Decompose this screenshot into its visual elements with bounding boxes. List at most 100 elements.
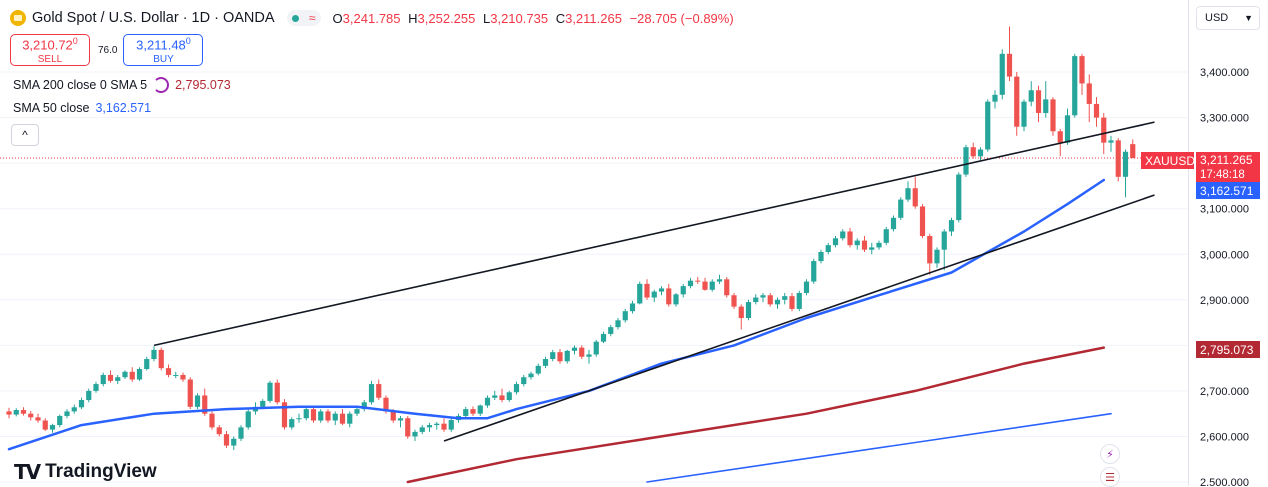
candle[interactable] <box>361 402 367 410</box>
symbol-title[interactable]: Gold Spot / U.S. Dollar · 1D · OANDA <box>32 10 275 26</box>
candle[interactable] <box>564 350 570 362</box>
candle[interactable] <box>767 295 773 305</box>
candle[interactable] <box>753 297 759 303</box>
candle[interactable] <box>100 374 106 385</box>
candle[interactable] <box>1057 131 1063 143</box>
upper-trendline[interactable] <box>153 121 1155 347</box>
candle[interactable] <box>651 291 657 298</box>
candle[interactable] <box>448 420 454 430</box>
candle[interactable] <box>615 320 621 328</box>
candle[interactable] <box>658 288 665 292</box>
candle[interactable] <box>731 295 737 307</box>
candle[interactable] <box>890 217 897 230</box>
candle[interactable] <box>724 279 730 296</box>
collapse-legend-button[interactable]: ^ <box>11 124 39 146</box>
candle[interactable] <box>861 240 868 250</box>
candle[interactable] <box>165 368 172 375</box>
sma50-line[interactable] <box>7 178 1106 451</box>
candle[interactable] <box>390 411 396 421</box>
candle[interactable] <box>434 423 440 426</box>
candle[interactable] <box>347 413 353 424</box>
candle[interactable] <box>173 374 179 376</box>
lower-trendline[interactable] <box>443 194 1155 442</box>
candle[interactable] <box>977 149 984 157</box>
candle[interactable] <box>1108 140 1114 143</box>
candle[interactable] <box>325 411 331 421</box>
candle[interactable] <box>869 247 875 250</box>
candle[interactable] <box>20 410 27 414</box>
candle[interactable] <box>202 395 208 414</box>
candle[interactable] <box>673 294 679 305</box>
candle[interactable] <box>956 174 962 221</box>
candle[interactable] <box>513 384 520 393</box>
candle[interactable] <box>426 425 433 428</box>
candle[interactable] <box>13 410 19 415</box>
candle[interactable] <box>281 402 288 428</box>
candle[interactable] <box>1006 53 1013 77</box>
candle[interactable] <box>760 295 766 298</box>
candle[interactable] <box>528 373 534 378</box>
candle[interactable] <box>129 371 135 380</box>
sma5-line[interactable] <box>646 412 1112 483</box>
candle[interactable] <box>260 400 266 407</box>
candle[interactable] <box>1072 56 1078 116</box>
candle[interactable] <box>296 418 302 420</box>
candle[interactable] <box>622 311 628 321</box>
candle[interactable] <box>122 371 128 378</box>
candle[interactable] <box>912 188 918 207</box>
market-status-badge[interactable]: ≈ <box>286 10 321 26</box>
candle[interactable] <box>782 296 788 300</box>
candle[interactable] <box>854 240 860 246</box>
indicator-sma200[interactable]: SMA 200 close 0 SMA 5 2,795.073 <box>13 77 231 93</box>
candle[interactable] <box>1064 115 1071 143</box>
candle[interactable] <box>774 299 781 305</box>
candle[interactable] <box>1021 101 1027 127</box>
candle[interactable] <box>49 425 56 430</box>
candle[interactable] <box>593 341 599 355</box>
candle[interactable] <box>1086 83 1092 104</box>
candle[interactable] <box>332 413 338 421</box>
candle[interactable] <box>151 349 157 360</box>
candle[interactable] <box>695 280 701 282</box>
candle[interactable] <box>492 395 498 398</box>
candle[interactable] <box>637 283 643 304</box>
candle[interactable] <box>521 377 527 385</box>
candle[interactable] <box>745 302 752 319</box>
candle[interactable] <box>499 395 505 401</box>
candle[interactable] <box>506 392 512 401</box>
candle[interactable] <box>927 236 933 264</box>
sma200-line[interactable] <box>406 346 1106 484</box>
candle[interactable] <box>970 147 976 157</box>
candle[interactable] <box>267 382 273 401</box>
candle[interactable] <box>586 354 592 357</box>
candle[interactable] <box>223 434 230 446</box>
indicator-sma50[interactable]: SMA 50 close 3,162.571 <box>13 101 151 115</box>
candle[interactable] <box>535 365 541 374</box>
candle[interactable] <box>441 423 447 430</box>
candle[interactable] <box>216 427 222 435</box>
candle[interactable] <box>318 411 324 421</box>
candle[interactable] <box>803 281 810 293</box>
candle[interactable] <box>57 415 63 426</box>
candle[interactable] <box>405 418 411 437</box>
candle[interactable] <box>412 431 418 437</box>
refresh-icon[interactable] <box>153 77 170 93</box>
candle[interactable] <box>463 409 469 416</box>
candle[interactable] <box>354 409 360 414</box>
candle[interactable] <box>107 374 114 381</box>
candle[interactable] <box>789 296 795 309</box>
candle[interactable] <box>35 417 41 421</box>
us-flag-icon[interactable]: ☰ <box>1100 467 1120 487</box>
candle[interactable] <box>1115 140 1121 177</box>
candle[interactable] <box>28 413 34 418</box>
candle[interactable] <box>919 206 926 237</box>
candle[interactable] <box>818 251 824 262</box>
candle[interactable] <box>289 419 295 428</box>
candle[interactable] <box>557 352 563 362</box>
candle[interactable] <box>629 303 636 312</box>
candle[interactable] <box>1043 99 1049 114</box>
currency-select[interactable]: USD ▼ <box>1196 6 1260 30</box>
candle[interactable] <box>6 411 12 415</box>
candle[interactable] <box>383 397 389 412</box>
